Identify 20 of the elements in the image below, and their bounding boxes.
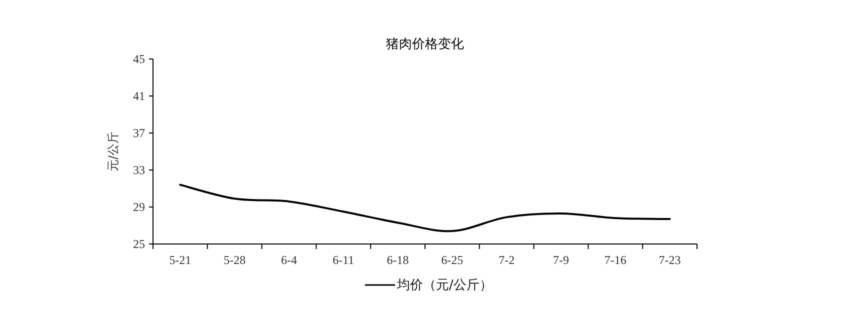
x-tick-label: 7-16 [604, 253, 626, 267]
y-tick-label: 25 [133, 237, 145, 251]
y-tick-label: 45 [133, 52, 145, 66]
title: 猪肉价格变化 [386, 37, 464, 52]
x-tick-label: 7-23 [658, 253, 681, 267]
x-tick-label: 5-21 [169, 253, 192, 267]
legend-label: 均价（元/公斤） [396, 278, 492, 293]
x-tick-label: 6-18 [386, 253, 409, 267]
legend: 均价（元/公斤） [365, 278, 492, 293]
x-tick-label: 7-9 [553, 253, 569, 267]
y-axis-title: 元/公斤 [106, 131, 120, 172]
y-tick-label: 37 [133, 126, 145, 140]
x-tick-label: 5-28 [224, 253, 246, 267]
x-tick-label: 6-11 [332, 253, 354, 267]
y-tick-label: 33 [133, 163, 145, 177]
x-tick-label: 6-25 [441, 253, 464, 267]
y-tick-label: 29 [133, 200, 145, 214]
x-tick-label: 6-4 [281, 253, 297, 267]
x-tick-label: 7-2 [498, 253, 515, 267]
y-tick-label: 41 [133, 89, 145, 103]
